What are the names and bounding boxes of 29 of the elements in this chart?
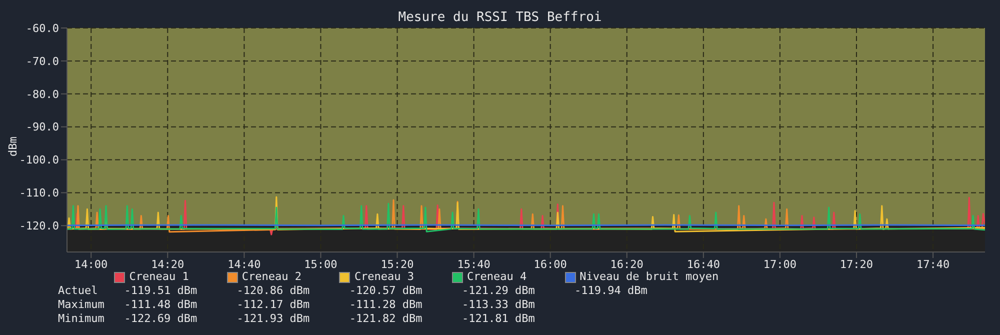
x-tick-label: 15:20 <box>380 258 414 271</box>
y-tick-label: -110.0 <box>19 186 59 200</box>
y-axis-title: dBm <box>6 136 20 156</box>
y-tick-label: -120.0 <box>19 220 59 233</box>
x-tick-label: 15:40 <box>457 258 490 271</box>
legend-label: Creneau 1 <box>129 270 189 284</box>
text: Minimum -122.69 dBm -121.93 dBm -121.82 dBm -121.81 dBm <box>58 312 536 326</box>
y-tick-label: -100.0 <box>19 154 59 167</box>
y-tick-label: -90.0 <box>26 120 59 134</box>
y-tick-label: -80.0 <box>26 88 59 101</box>
legend-label: Creneau 3 <box>354 270 414 284</box>
x-tick-label: 16:00 <box>534 258 567 271</box>
x-tick-label: 16:40 <box>686 258 720 271</box>
x-tick-label: 15:00 <box>304 258 338 271</box>
x-tick-label: 14:40 <box>228 258 261 271</box>
x-tick-label: 14:00 <box>74 258 108 271</box>
x-tick-label: 17:00 <box>763 258 797 271</box>
x-tick-label: 17:20 <box>840 258 874 271</box>
x-tick-label: 16:20 <box>610 258 644 271</box>
legend-label: Creneau 4 <box>467 270 527 284</box>
x-tick-label: 17:40 <box>916 258 950 271</box>
text: Actuel -119.51 dBm -120.86 dBm -120.57 dBm -121.29 dBm -119.94 dBm <box>58 284 648 298</box>
legend-label: Creneau 2 <box>242 270 302 284</box>
x-tick-label: 14:20 <box>151 258 184 271</box>
text: Maximum -111.48 dBm -112.17 dBm -111.28 dBm -113.33 dBm <box>58 298 536 312</box>
y-tick-label: -70.0 <box>26 54 59 68</box>
legend-label: Niveau de bruit moyen <box>580 270 719 284</box>
chart-title: Mesure du RSSI TBS Beffroi <box>398 10 602 25</box>
y-tick-label: -60.0 <box>26 22 59 35</box>
